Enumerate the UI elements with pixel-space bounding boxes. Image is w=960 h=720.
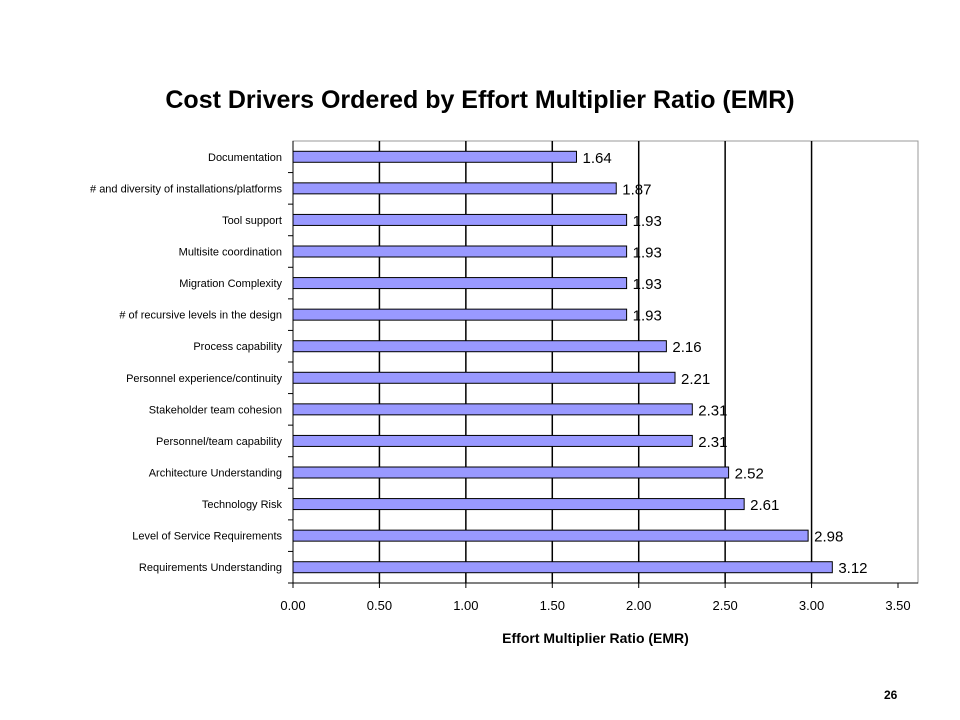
- category-label: Personnel/team capability: [156, 436, 282, 448]
- bar: [292, 371, 676, 384]
- bar: [292, 403, 693, 416]
- data-label: 1.93: [633, 276, 662, 293]
- data-label: 1.87: [622, 181, 651, 198]
- category-label: Documentation: [208, 152, 282, 164]
- x-tick-label: 0.00: [280, 598, 305, 613]
- data-label: 1.93: [633, 245, 662, 262]
- data-label: 2.52: [735, 466, 764, 483]
- x-tick-label: 2.50: [712, 598, 737, 613]
- category-label: Technology Risk: [202, 499, 283, 511]
- category-label: Stakeholder team cohesion: [149, 404, 282, 416]
- bar: [292, 182, 617, 195]
- category-label: Process capability: [193, 341, 282, 353]
- x-tick-label: 1.50: [540, 598, 565, 613]
- x-tick-label: 2.00: [626, 598, 651, 613]
- data-label: 2.31: [698, 402, 727, 419]
- category-label: Migration Complexity: [179, 278, 282, 290]
- x-tick-label: 3.50: [885, 598, 910, 613]
- bar: [292, 213, 628, 226]
- bar: [292, 561, 833, 574]
- x-tick-label: 3.00: [799, 598, 824, 613]
- category-label: Architecture Understanding: [149, 468, 282, 480]
- data-label: 2.98: [814, 529, 843, 546]
- page-number: 26: [884, 688, 898, 702]
- bar: [292, 498, 745, 511]
- data-label: 1.93: [633, 213, 662, 230]
- bar: [292, 277, 628, 290]
- bar: [292, 434, 693, 447]
- category-label: Tool support: [222, 215, 282, 227]
- data-label: 1.64: [582, 150, 611, 167]
- data-label: 3.12: [838, 560, 867, 577]
- bar: [292, 245, 628, 258]
- bar: [292, 529, 809, 542]
- bar: [292, 466, 730, 479]
- data-label: 2.16: [672, 339, 701, 356]
- data-label: 1.93: [633, 308, 662, 325]
- category-label: # of recursive levels in the design: [119, 310, 282, 322]
- data-label: 2.31: [698, 434, 727, 451]
- category-label: Personnel experience/continuity: [126, 373, 282, 385]
- data-label: 2.21: [681, 371, 710, 388]
- category-label: Requirements Understanding: [139, 562, 282, 574]
- category-label: # and diversity of installations/platfor…: [90, 183, 282, 195]
- plot-area: [292, 140, 919, 584]
- x-tick-label: 0.50: [367, 598, 392, 613]
- bar: [292, 150, 577, 163]
- bar: [292, 340, 667, 353]
- bar: [292, 308, 628, 321]
- data-label: 2.61: [750, 497, 779, 514]
- slide-title: Cost Drivers Ordered by Effort Multiplie…: [165, 86, 795, 114]
- x-axis-label: Effort Multiplier Ratio (EMR): [502, 630, 689, 646]
- x-tick-label: 1.00: [453, 598, 478, 613]
- category-label: Level of Service Requirements: [132, 531, 282, 543]
- category-label: Multisite coordination: [179, 247, 282, 259]
